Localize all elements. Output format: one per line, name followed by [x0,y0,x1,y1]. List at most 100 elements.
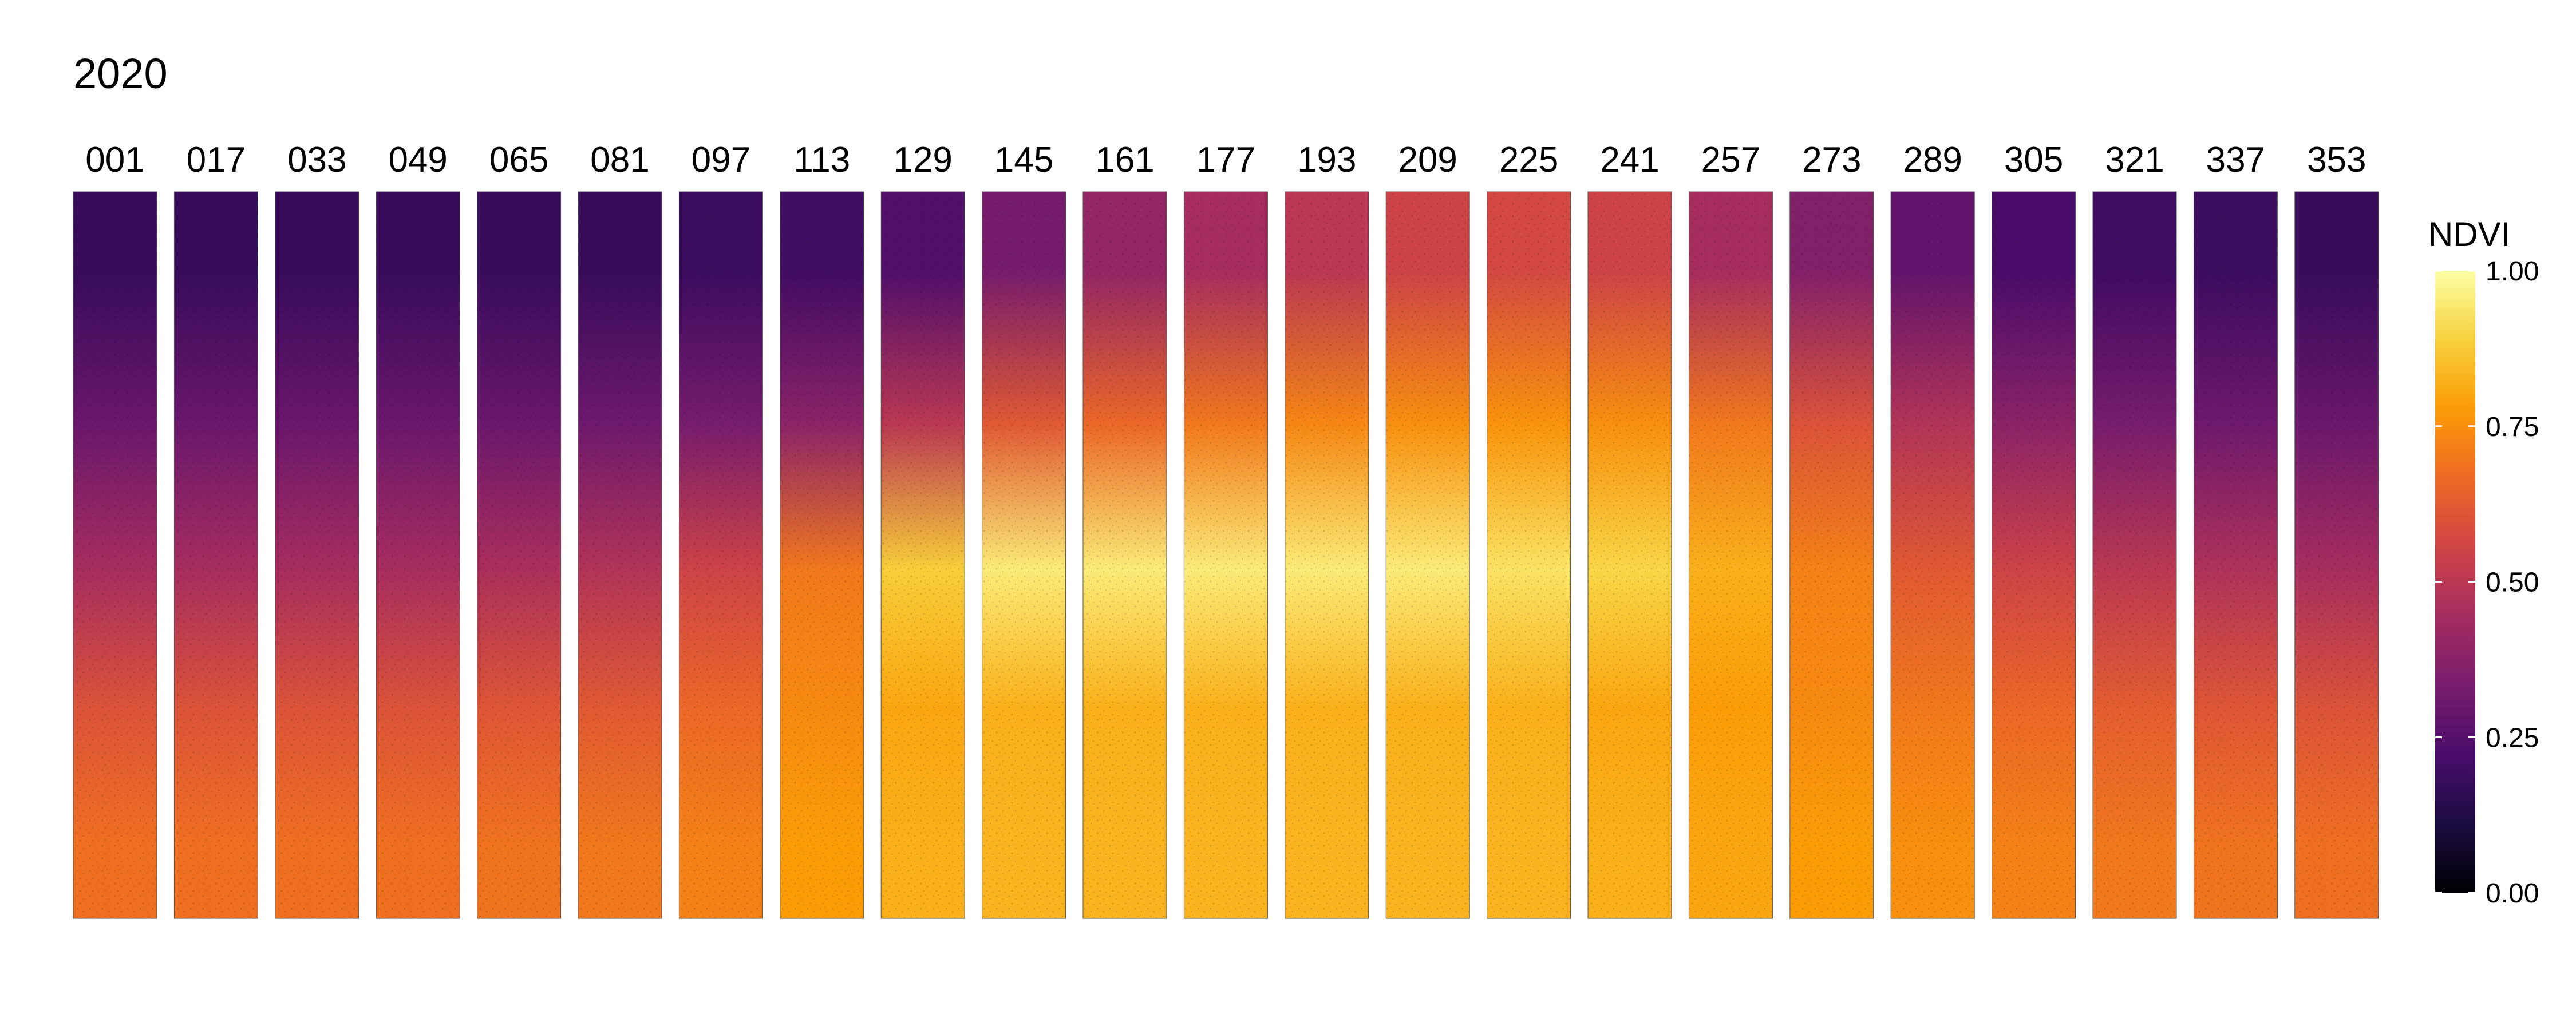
facet-label: 337 [2206,140,2265,180]
raster-texture [2093,192,2176,918]
raster-texture [1891,192,1975,918]
panel-border [173,191,258,919]
facet-label: 209 [1398,140,1457,180]
raster-texture [1689,192,1773,918]
facet-panel: 193 [1285,140,1369,919]
facet-label: 193 [1297,140,1356,180]
facet-panel: 081 [578,140,662,919]
raster-texture [1789,192,1874,918]
raster-texture [578,192,662,918]
facet-label: 065 [489,140,548,180]
panel-border [1587,191,1672,919]
facet-panel: 065 [477,140,562,919]
raster-texture [780,192,864,918]
panel-border [2092,191,2177,919]
facet-panel: 161 [1082,140,1167,919]
facet-panel: 305 [1992,140,2076,919]
colorbar-tick-label: 0.00 [2486,878,2539,909]
facet-panel: 321 [2092,140,2177,919]
facet-panel: 049 [376,140,460,919]
facet-label: 225 [1499,140,1558,180]
panel-border [73,191,157,919]
facet-panel: 097 [678,140,763,919]
panel-border [1890,191,1975,919]
facet-panel: 177 [1183,140,1268,919]
raster-texture [1992,192,2076,918]
colorbar-title: NDVI [2428,215,2511,253]
facet-label: 049 [388,140,447,180]
panel-border [477,191,562,919]
panel-border [1183,191,1268,919]
panel-border [1992,191,2076,919]
panel-border [2294,191,2379,919]
facet-label: 305 [2004,140,2063,180]
panel-border [1285,191,1369,919]
facet-label: 113 [793,140,850,180]
colorbar-tick-label: 0.50 [2486,568,2539,598]
facet-panel: 209 [1385,140,1470,919]
colorbar: 1.00 0.75 0.50 0.25 0.00 [2435,256,2539,909]
raster-texture [2294,192,2379,918]
raster-texture [1184,192,1268,918]
facet-label: 145 [994,140,1053,180]
panel-border [2193,191,2278,919]
colorbar-tick-label: 0.25 [2486,723,2539,753]
panel-border [1789,191,1874,919]
raster-texture [1487,192,1571,918]
facet-label: 001 [85,140,144,180]
facet-panel: 145 [982,140,1066,919]
raster-texture [174,192,258,918]
raster-texture [881,192,965,918]
facet-label: 033 [287,140,346,180]
facet-panel: 017 [173,140,258,919]
raster-texture [275,192,359,918]
facet-label: 081 [590,140,649,180]
panel-border [1385,191,1470,919]
facet-label: 289 [1903,140,1962,180]
panel-border [376,191,460,919]
facet-label: 257 [1701,140,1760,180]
facet-label: 017 [187,140,246,180]
facet-label: 129 [893,140,952,180]
raster-texture [679,192,763,918]
facet-label: 097 [692,140,750,180]
facet-label: 273 [1802,140,1861,180]
panel-border [780,191,864,919]
raster-texture [982,192,1066,918]
raster-texture [2194,192,2278,918]
panel-border [880,191,965,919]
facet-panel: 337 [2193,140,2278,919]
facet-panel: 033 [275,140,359,919]
facet-panel: 001 [73,140,157,919]
raster-texture [73,192,157,918]
facet-label: 321 [2105,140,2164,180]
panel-border [678,191,763,919]
panel-border [578,191,662,919]
facet-panel: 241 [1587,140,1672,919]
raster-texture [1083,192,1167,918]
panel-border [1688,191,1773,919]
panel-border [1082,191,1167,919]
raster-texture [376,192,460,918]
colorbar-tick-label: 0.75 [2486,412,2539,442]
chart-title: 2020 [73,50,168,97]
panel-border [275,191,359,919]
facet-panel: 257 [1688,140,1773,919]
facet-panel: 273 [1789,140,1874,919]
facet-panel: 353 [2294,140,2379,919]
raster-texture [477,192,561,918]
panel-border [982,191,1066,919]
facet-panels: 001 017 033 049 065 081 097 113 129 145 161 177 193 2… [73,140,2379,919]
facet-panel: 225 [1487,140,1571,919]
facet-label: 353 [2307,140,2366,180]
facet-panel: 289 [1890,140,1975,919]
facet-panel: 113 [780,140,864,919]
raster-texture [1588,192,1672,918]
facet-label: 161 [1095,140,1154,180]
panel-border [1487,191,1571,919]
raster-texture [1285,192,1369,918]
facet-label: 241 [1600,140,1659,180]
colorbar-tick-label: 1.00 [2486,256,2539,287]
